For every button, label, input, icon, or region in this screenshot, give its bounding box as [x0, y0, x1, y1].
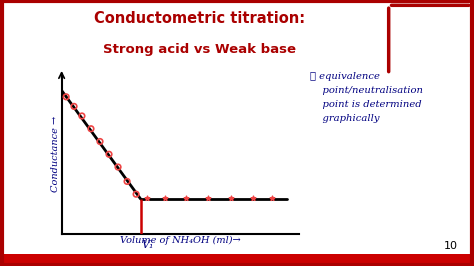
Text: 10: 10 — [443, 241, 457, 251]
Point — [182, 196, 190, 200]
Point — [162, 196, 169, 200]
Point — [70, 104, 78, 109]
Point — [268, 196, 275, 200]
Point — [123, 179, 131, 184]
Text: ❖ equivalence
    point/neutralisation
    point is determined
    graphically: ❖ equivalence point/neutralisation point… — [310, 72, 423, 123]
Text: Conductometric titration:: Conductometric titration: — [93, 11, 305, 26]
Point — [105, 152, 113, 156]
Point — [227, 196, 235, 200]
X-axis label: Volume of NH₄OH (ml)→: Volume of NH₄OH (ml)→ — [120, 235, 240, 245]
Text: RP: RP — [419, 33, 441, 48]
Point — [144, 196, 151, 200]
Point — [114, 165, 122, 169]
Text: Strong acid vs Weak base: Strong acid vs Weak base — [102, 43, 296, 56]
Point — [132, 192, 140, 196]
Point — [63, 95, 70, 99]
Point — [205, 196, 212, 200]
Ellipse shape — [401, 13, 458, 69]
Point — [78, 114, 86, 118]
Text: V₁: V₁ — [142, 240, 154, 250]
Point — [250, 196, 257, 200]
Y-axis label: Conductance →: Conductance → — [51, 116, 60, 192]
Point — [87, 127, 95, 131]
Point — [96, 139, 104, 144]
